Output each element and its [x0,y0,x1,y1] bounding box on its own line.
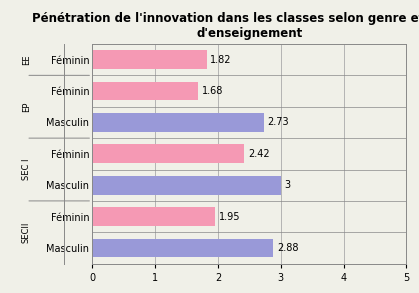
Text: 1.82: 1.82 [210,55,232,65]
Text: 3: 3 [285,180,291,190]
Title: Pénétration de l'innovation dans les classes selon genre et degré
d'enseignement: Pénétration de l'innovation dans les cla… [32,12,419,40]
Text: SECII: SECII [22,222,31,243]
Text: 1.95: 1.95 [219,212,240,222]
Text: 2.73: 2.73 [268,117,289,127]
Text: 2.42: 2.42 [248,149,270,159]
Bar [92,50,207,69]
Bar [92,207,215,226]
Bar [92,239,273,258]
Text: EP: EP [22,102,31,112]
Bar [92,176,281,195]
Bar [92,144,244,163]
Text: EE: EE [22,54,31,65]
Bar [92,82,198,100]
Text: SEC I: SEC I [22,159,31,180]
Text: 2.88: 2.88 [277,243,298,253]
Text: 1.68: 1.68 [202,86,223,96]
Bar [92,113,264,132]
